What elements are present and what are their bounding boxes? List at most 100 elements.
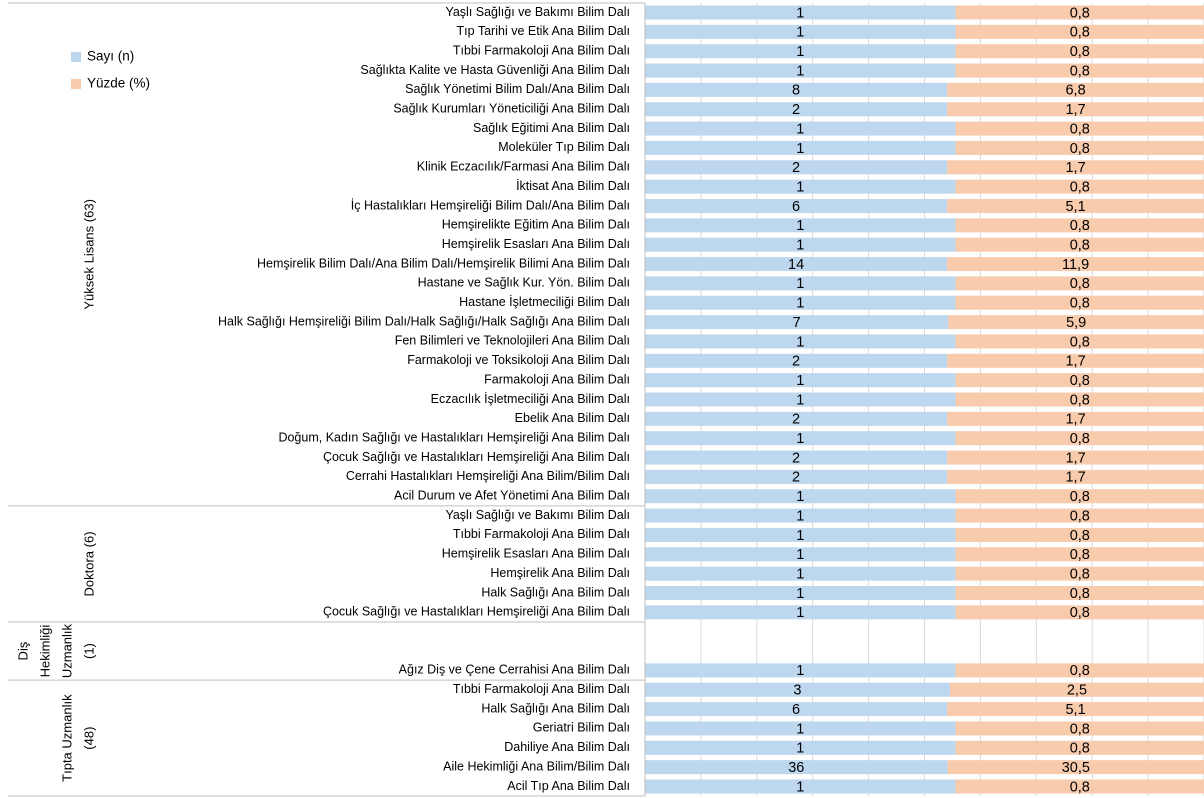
data-label: 1	[796, 779, 804, 795]
legend-swatch	[71, 79, 81, 89]
data-label: 1	[796, 373, 804, 389]
bar-segment	[645, 82, 948, 97]
category-label: Klinik Eczacılık/Farmasi Ana Bilim Dalı	[417, 160, 630, 174]
data-label: 1	[796, 586, 804, 602]
data-label: 0,8	[1070, 547, 1090, 563]
bar-segment	[955, 24, 1204, 39]
data-label: 8	[792, 83, 800, 99]
data-label: 11,9	[1062, 257, 1089, 273]
data-label: 1	[796, 741, 804, 757]
category-label: Hemşirelik Bilim Dalı/Ana Bilim Dalı/Hem…	[257, 256, 630, 270]
legend-label: Yüzde (%)	[87, 76, 150, 91]
data-label: 0,8	[1070, 663, 1090, 679]
data-label: 0,8	[1070, 489, 1090, 505]
bar-segment	[645, 295, 956, 310]
bar-segment	[645, 740, 956, 755]
bar-segment	[645, 431, 956, 446]
bar-segment	[947, 353, 1204, 368]
category-label: Acil Durum ve Afet Yönetimi Ana Bilim Da…	[394, 489, 630, 503]
category-label: Tıbbi Farmakoloji Ana Bilim Dalı	[453, 682, 630, 696]
category-label: Halk Sağlığı Hemşireliği Bilim Dalı/Halk…	[218, 314, 630, 328]
category-label: Çocuk Sağlığı ve Hastalıkları Hemşireliğ…	[323, 605, 630, 619]
data-label: 3	[793, 683, 801, 699]
bar-segment	[645, 102, 948, 117]
data-label: 0,8	[1070, 605, 1090, 621]
bar-segment	[947, 469, 1204, 484]
data-label: 0,8	[1070, 238, 1090, 254]
bar-segment	[948, 315, 1204, 330]
bar-segment	[645, 682, 950, 697]
bar-segment	[645, 760, 948, 775]
data-label: 1	[796, 489, 804, 505]
bar-segment	[955, 373, 1204, 388]
category-label: Sağlık Eğitimi Ana Bilim Dalı	[473, 121, 630, 135]
category-label: Eczacılık İşletmeciliği Ana Bilim Dalı	[431, 392, 630, 406]
bar-segment	[645, 489, 956, 504]
data-label: 1	[796, 5, 804, 21]
bar-segment	[955, 276, 1204, 291]
data-label: 0,8	[1070, 721, 1090, 737]
category-label: Çocuk Sağlığı ve Hastalıkları Hemşireliğ…	[323, 450, 630, 464]
data-label: 7	[793, 315, 801, 331]
data-label: 0,8	[1070, 25, 1090, 41]
data-label: 30,5	[1062, 760, 1090, 776]
data-label: 2	[792, 160, 800, 176]
data-label: 0,8	[1070, 276, 1090, 292]
bar-segment	[645, 547, 956, 562]
group-label: Yüksek Lisans (63)	[81, 199, 96, 310]
category-label: Hemşirelikte Eğitim Ana Bilim Dalı	[442, 218, 630, 232]
data-label: 2	[792, 354, 800, 370]
group-label: (1)	[81, 643, 96, 659]
data-label: 36	[788, 760, 804, 776]
bar-segment	[645, 160, 948, 175]
data-label: 1	[796, 25, 804, 41]
data-label: 1	[796, 663, 804, 679]
data-label: 1,7	[1065, 470, 1085, 486]
bar-segment	[645, 237, 956, 252]
bar-segment	[947, 411, 1204, 426]
bar-segment	[645, 121, 956, 136]
data-label: 1,7	[1065, 160, 1085, 176]
bar-segment	[947, 450, 1204, 465]
bar-segment	[645, 392, 956, 407]
legend-swatch	[71, 52, 81, 62]
bar-segment	[955, 663, 1204, 678]
bar-segment	[645, 44, 956, 59]
data-label: 6,8	[1065, 83, 1085, 99]
bar-segment	[645, 469, 948, 484]
data-label: 0,8	[1070, 218, 1090, 234]
bar-segment	[955, 740, 1204, 755]
data-label: 0,8	[1070, 373, 1090, 389]
bar-segment	[645, 586, 956, 600]
category-label: Fen Bilimleri ve Teknolojileri Ana Bilim…	[395, 334, 630, 348]
group-label: Tıpta Uzmanlık	[59, 694, 74, 782]
bar-segment	[645, 508, 956, 523]
bar-segment	[955, 779, 1204, 794]
data-label: 1	[796, 179, 804, 195]
category-label: Hemşirelik Esasları Ana Bilim Dalı	[442, 237, 630, 251]
data-label: 1	[796, 508, 804, 524]
legend-label: Sayı (n)	[87, 49, 134, 64]
data-label: 14	[788, 257, 804, 273]
bar-segment	[645, 605, 956, 620]
data-label: 2	[792, 450, 800, 466]
category-label: Doğum, Kadın Sağlığı ve Hastalıkları Hem…	[278, 430, 630, 444]
category-label: Tıbbi Farmakoloji Ana Bilim Dalı	[453, 43, 630, 57]
bar-segment	[955, 334, 1204, 349]
category-label: Sağlık Yönetimi Bilim Dalı/Ana Bilim Dal…	[405, 82, 630, 96]
bar-segment	[645, 140, 956, 155]
data-label: 0,8	[1070, 779, 1090, 795]
category-label: Farmakoloji Ana Bilim Dalı	[484, 372, 630, 386]
data-label: 0,8	[1070, 44, 1090, 60]
bar-segment	[645, 702, 948, 717]
bar-segment	[645, 663, 956, 678]
bar-segment	[955, 392, 1204, 407]
category-label: Acil Tıp Ana Bilim Dalı	[507, 779, 630, 793]
bar-segment	[645, 373, 956, 388]
data-label: 0,8	[1070, 528, 1090, 544]
category-label: Moleküler Tıp Bilim Dalı	[498, 140, 630, 154]
bar-segment	[949, 682, 1204, 697]
bar-segment	[645, 276, 956, 291]
bar-segment	[645, 24, 956, 39]
data-label: 0,8	[1070, 141, 1090, 157]
